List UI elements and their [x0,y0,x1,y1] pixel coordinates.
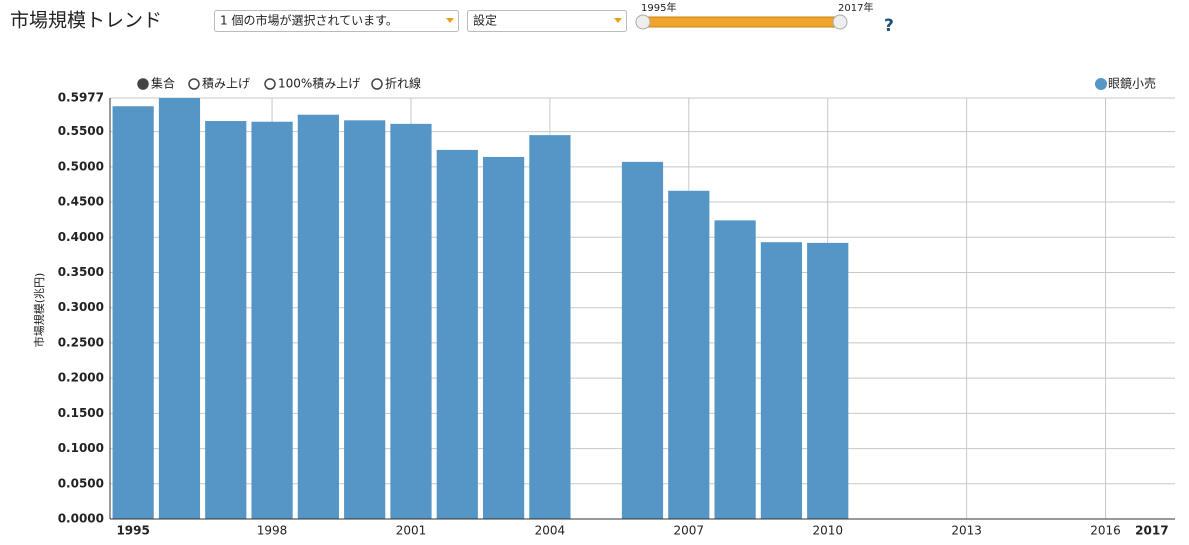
radio-label: 積み上げ [202,76,250,91]
dropdown-text: 1 個の市場が選択されています。 [220,13,398,28]
market-dropdown[interactable]: 1 個の市場が選択されています。 [214,10,459,32]
bar [760,242,803,519]
range-start-label: 1995年 [641,1,676,14]
y-tick-label: 0.0000 [58,512,104,526]
legend-marker[interactable] [1095,78,1107,90]
y-tick-label: 0.4000 [58,230,104,244]
bar [344,120,386,519]
range-end-label: 2017年 [838,1,873,14]
slider-handle[interactable] [832,14,848,30]
x-tick-label: 1998 [257,524,288,538]
radio-button[interactable] [137,78,149,90]
settings-dropdown[interactable]: 設定 [467,10,627,32]
dropdown-box [467,10,627,32]
radio-button[interactable] [188,78,200,90]
bar [436,149,478,519]
bar [390,123,432,520]
x-tick-label: 2013 [951,524,982,538]
bar [158,98,201,519]
y-tick-label: 0.5500 [58,124,104,138]
slider-handle[interactable] [635,14,651,30]
y-tick-label: 0.2000 [58,371,104,385]
bar [112,106,154,519]
bar [205,121,247,520]
y-tick-label: 0.1500 [58,406,104,420]
year-range-slider[interactable]: 1995年 2017年 [635,1,873,30]
bar [621,161,664,520]
radio-label: 折れ線 [385,76,421,91]
dropdown-arrow [614,18,622,23]
y-tick-label: 0.4500 [58,195,104,209]
help-button[interactable]: ? [884,16,894,36]
bar [714,220,756,519]
bar [297,114,339,520]
radio-label: 100%積み上げ [278,76,360,91]
bar [251,121,293,520]
y-axis-title: 市場規模(兆円) [32,273,46,348]
y-tick-label: 0.3500 [58,265,104,279]
dropdown-text: 設定 [473,13,497,28]
x-tick-label: 2017 [1135,524,1168,538]
bar [482,156,525,519]
chart-mode-radios: 集合 積み上げ 100%積み上げ 折れ線 [137,76,421,91]
dropdown-box [214,10,459,32]
radio-label: 集合 [151,76,175,91]
x-tick-label: 1995 [116,524,149,538]
x-tick-label: 2010 [812,524,843,538]
y-tick-label: 0.5000 [58,159,104,173]
bar [807,242,849,519]
bar [668,190,710,519]
bar [529,135,571,520]
y-tick-label: 0.0500 [58,476,104,490]
x-tick-label: 2016 [1090,524,1121,538]
page-title: 市場規模トレンド [10,10,162,32]
slider-track [642,16,841,28]
radio-button[interactable] [264,78,276,90]
x-tick-label: 2001 [396,524,427,538]
legend-label[interactable]: 眼鏡小売 [1108,76,1156,91]
y-tick-label: 0.1000 [58,441,104,455]
y-tick-label: 0.3000 [58,300,104,314]
x-tick-label: 2004 [535,524,566,538]
y-tick-label: 0.5977 [58,91,104,105]
radio-button[interactable] [371,78,383,90]
y-tick-label: 0.2500 [58,335,104,349]
dropdown-arrow [446,18,454,23]
x-tick-label: 2007 [674,524,705,538]
